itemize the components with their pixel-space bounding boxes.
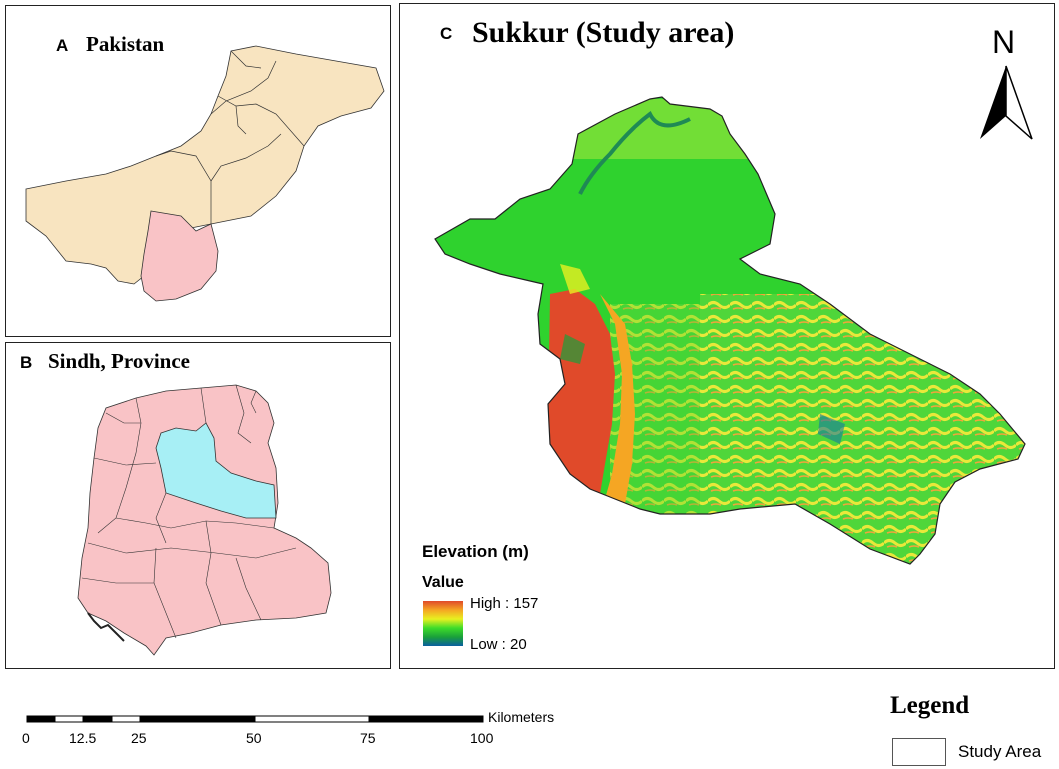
panel-c-title: Sukkur (Study area) — [472, 16, 735, 49]
scale-tick-4: 75 — [360, 730, 376, 746]
pakistan-map — [25, 45, 385, 302]
scale-tick-0: 0 — [22, 730, 30, 746]
coastline-detail — [87, 612, 125, 642]
sindh-highlight — [140, 210, 219, 302]
panel-sukkur: C Sukkur (Study area) N Elevation (m) Va… — [399, 3, 1055, 669]
sindh-map — [77, 384, 332, 656]
study-area-boundary — [434, 96, 1026, 565]
panel-c-letter: C — [440, 24, 453, 43]
elevation-legend-value-label: Value — [422, 574, 464, 591]
scale-bar-unit: Kilometers — [488, 709, 555, 725]
elevation-high-label: High : 157 — [470, 595, 539, 612]
district-boundaries — [81, 384, 297, 639]
pakistan-outline — [25, 45, 385, 285]
study-area-swatch — [892, 738, 946, 766]
scale-tick-1: 12.5 — [69, 730, 97, 746]
scale-tick-2: 25 — [131, 730, 147, 746]
elevation-low-label: Low : 20 — [470, 636, 527, 653]
study-area-label: Study Area — [958, 742, 1042, 761]
sindh-outline — [77, 384, 332, 656]
map-legend-title: Legend — [890, 692, 970, 719]
scale-tick-5: 100 — [470, 730, 494, 746]
panel-pakistan: A Pakistan — [5, 5, 391, 337]
sukkur-raster — [435, 97, 1025, 564]
panel-b-letter: B — [20, 353, 33, 372]
province-boundaries — [155, 50, 305, 224]
north-label: N — [992, 24, 1016, 60]
sukkur-highlight — [155, 422, 277, 519]
scale-tick-3: 50 — [246, 730, 262, 746]
panel-a-title: Pakistan — [86, 32, 165, 56]
panel-b-title: Sindh, Province — [48, 349, 190, 373]
panel-sindh: B Sindh, Province — [5, 342, 391, 669]
sukkur-elevation-map — [423, 65, 1033, 646]
elevation-color-ramp — [423, 601, 463, 646]
north-arrow-icon — [980, 65, 1033, 140]
panel-a-letter: A — [56, 36, 69, 55]
elevation-legend-title: Elevation (m) — [422, 542, 529, 561]
